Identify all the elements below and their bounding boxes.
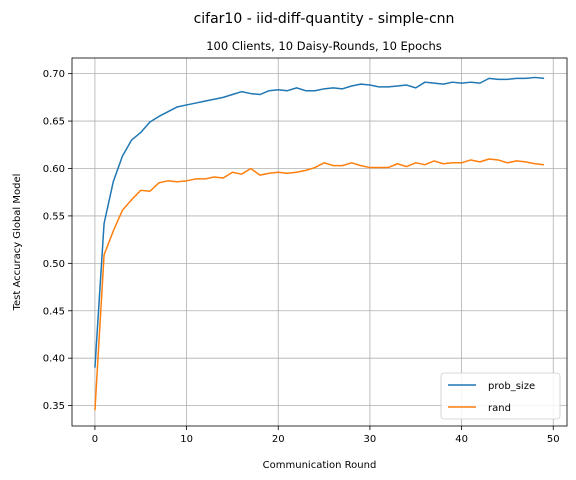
grid-lines [72,58,567,426]
y-axis-label: Test Accuracy Global Model [12,174,23,312]
x-tick-label: 40 [455,434,468,445]
x-axis-ticks: 0 10 20 30 40 50 [92,426,560,445]
series-line-prob-size [94,76,545,368]
y-tick-label: 0.60 [43,164,65,175]
y-tick-label: 0.40 [43,354,65,365]
chart-title: cifar10 - iid-diff-quantity - simple-cnn [194,11,455,27]
x-tick-label: 0 [92,434,98,445]
x-tick-label: 10 [180,434,193,445]
chart-subtitle: 100 Clients, 10 Daisy-Rounds, 10 Epochs [206,39,442,53]
series-line-rand [94,158,545,411]
legend-label-prob-size: prob_size [488,381,535,392]
y-tick-label: 0.35 [43,401,65,412]
y-axis-ticks: 0.35 0.40 0.45 0.50 0.55 0.60 0.65 0.70 [43,69,72,412]
legend: prob_size rand [440,372,561,420]
y-tick-label: 0.55 [43,211,65,222]
y-tick-label: 0.50 [43,259,65,270]
y-tick-label: 0.45 [43,306,65,317]
legend-label-rand: rand [488,403,511,414]
x-tick-label: 20 [272,434,285,445]
series-layer [94,76,545,411]
x-tick-label: 30 [364,434,377,445]
x-tick-label: 50 [547,434,560,445]
y-tick-label: 0.70 [43,69,65,80]
plot-frame [71,57,568,427]
x-axis-label: Communication Round [263,460,377,471]
y-tick-label: 0.65 [43,117,65,128]
